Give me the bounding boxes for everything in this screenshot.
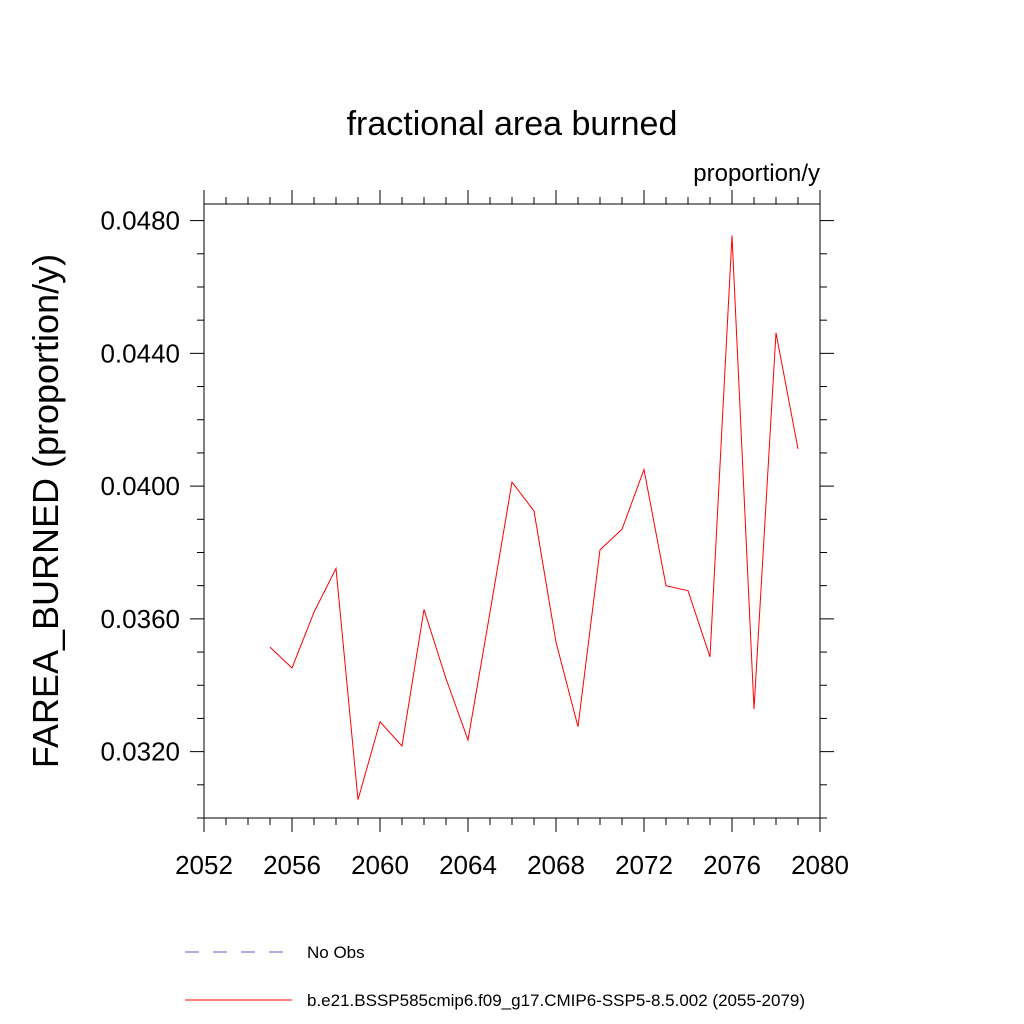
series-line-1 — [269, 235, 799, 800]
legend-label-model: b.e21.BSSP585cmip6.f09_g17.CMIP6-SSP5-8.… — [307, 991, 805, 1010]
plot-frame — [203, 203, 821, 819]
chart-units: proportion/y — [693, 160, 820, 187]
x-tick-label-2072: 2072 — [615, 850, 673, 880]
x-tick-label-2056: 2056 — [263, 850, 321, 880]
y-tick-label: 0.0360 — [100, 604, 180, 634]
y-tick-label: 0.0400 — [100, 471, 180, 501]
y-tick-label: 0.0440 — [100, 338, 180, 368]
x-tick-label-2080: 2080 — [791, 850, 849, 880]
x-tick-label-2076: 2076 — [703, 850, 761, 880]
y-tick-label: 0.0320 — [100, 737, 180, 767]
legend: No Obs b.e21.BSSP585cmip6.f09_g17.CMIP6-… — [185, 943, 805, 1010]
x-tick-label-2052: 2052 — [175, 850, 233, 880]
x-tick-label-2068: 2068 — [527, 850, 585, 880]
y-axis-label: FAREA_BURNED (proportion/y) — [25, 254, 66, 768]
series-layer — [269, 235, 799, 800]
x-tick-label-2064: 2064 — [439, 850, 497, 880]
chart-title: fractional area burned — [347, 105, 678, 143]
y-tick-label: 0.0480 — [100, 206, 180, 236]
legend-label-no-obs: No Obs — [307, 943, 365, 962]
x-axis: 2052 2056 2060 2064 2068 2072 2076 2080 — [175, 190, 849, 880]
y-axis: 0.0320 0.0360 0.0400 0.0440 0.0480 — [100, 206, 834, 819]
x-tick-label-2060: 2060 — [351, 850, 409, 880]
